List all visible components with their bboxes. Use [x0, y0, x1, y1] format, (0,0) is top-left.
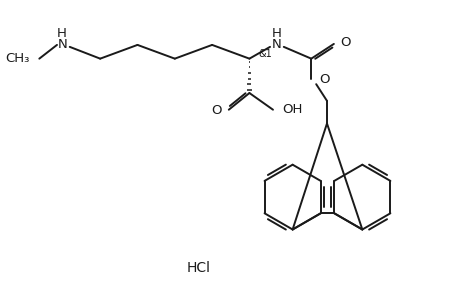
Text: O: O: [212, 104, 222, 117]
Text: O: O: [319, 73, 329, 86]
Text: H: H: [57, 27, 67, 40]
Text: O: O: [341, 36, 351, 49]
Text: H: H: [272, 27, 282, 40]
Text: N: N: [272, 38, 282, 52]
Text: HCl: HCl: [186, 261, 210, 275]
Text: CH₃: CH₃: [5, 52, 30, 65]
Text: OH: OH: [282, 103, 302, 116]
Text: &1: &1: [258, 49, 272, 59]
Text: N: N: [58, 38, 68, 52]
